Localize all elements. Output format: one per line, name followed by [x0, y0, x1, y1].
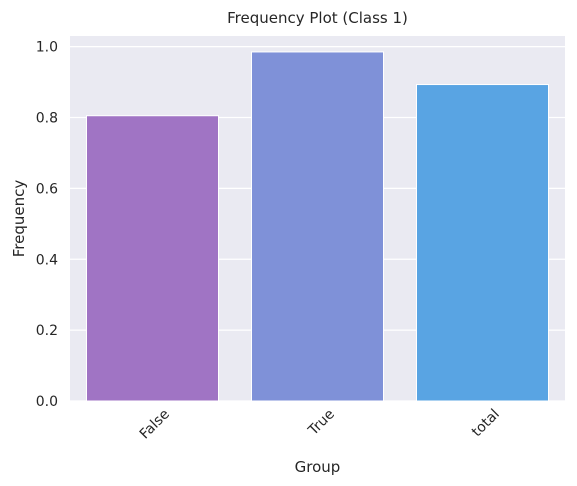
bar-true — [252, 52, 384, 401]
x-axis-label: Group — [295, 458, 341, 476]
y-tick-labels: 0.0 0.2 0.4 0.6 0.8 1.0 — [36, 40, 58, 410]
y-tick-label: 0.8 — [36, 111, 58, 127]
x-tick-labels: False True total — [137, 406, 503, 442]
y-axis-label: Frequency — [10, 180, 28, 258]
chart-title: Frequency Plot (Class 1) — [227, 9, 408, 27]
x-tick-label: total — [469, 406, 503, 440]
x-tick-label: False — [137, 406, 173, 442]
y-tick-label: 0.0 — [36, 394, 58, 410]
bar-total — [417, 85, 549, 401]
y-tick-label: 0.2 — [36, 323, 58, 339]
y-tick-label: 0.4 — [36, 252, 58, 268]
bar-false — [87, 116, 219, 401]
y-tick-label: 1.0 — [36, 40, 58, 56]
x-tick-label: True — [305, 406, 338, 439]
y-tick-label: 0.6 — [36, 181, 58, 197]
